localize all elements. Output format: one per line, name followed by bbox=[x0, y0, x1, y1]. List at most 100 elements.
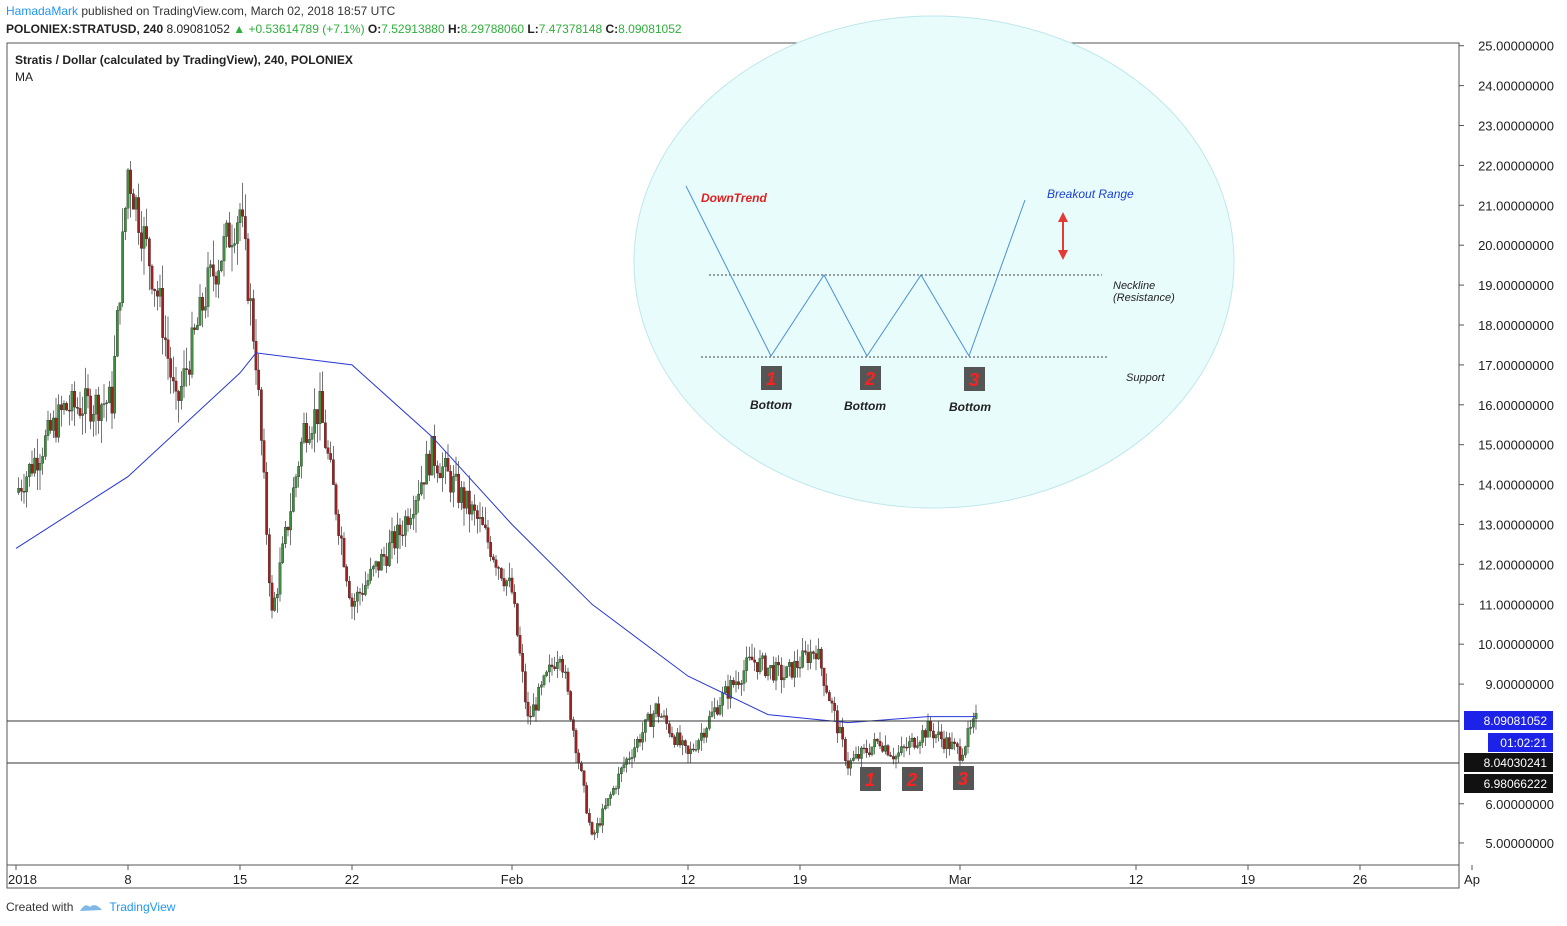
candle-body bbox=[969, 727, 973, 729]
candle-body bbox=[737, 681, 741, 685]
time-tick-label: 22 bbox=[345, 872, 359, 887]
time-tick-label: 15 bbox=[233, 872, 247, 887]
price-tick-label: 23.00000000 bbox=[1478, 119, 1554, 134]
tradingview-link[interactable]: TradingView bbox=[109, 900, 176, 914]
candle-body bbox=[257, 369, 261, 390]
candle-body bbox=[342, 538, 346, 567]
candle-body bbox=[806, 652, 810, 663]
candle-body bbox=[710, 711, 714, 717]
candle-body bbox=[606, 798, 610, 806]
candle-body bbox=[491, 556, 495, 560]
candle-body bbox=[819, 648, 823, 669]
candle-body bbox=[153, 289, 157, 291]
candle-body bbox=[289, 511, 293, 531]
candle-body bbox=[443, 458, 447, 467]
candle-body bbox=[371, 566, 375, 570]
candle-body bbox=[934, 734, 938, 739]
candle-body bbox=[43, 435, 47, 457]
candle-body bbox=[401, 534, 405, 537]
candle-body bbox=[755, 662, 759, 673]
candle-body bbox=[667, 723, 671, 734]
candle-body bbox=[305, 423, 309, 443]
candle-body bbox=[939, 731, 943, 740]
candle-body bbox=[163, 337, 167, 340]
candle-body bbox=[427, 453, 431, 476]
candle-body bbox=[833, 703, 837, 711]
candle-body bbox=[35, 457, 39, 471]
price-tick-label: 16.00000000 bbox=[1478, 398, 1554, 413]
candle-body bbox=[137, 197, 141, 233]
candle-body bbox=[497, 567, 501, 569]
candle-body bbox=[206, 267, 210, 307]
candle-body bbox=[366, 580, 370, 586]
candle-body bbox=[769, 665, 773, 669]
candle-body bbox=[27, 464, 31, 477]
price-tick-label: 5.00000000 bbox=[1485, 836, 1554, 851]
candle-body bbox=[531, 704, 535, 717]
candle-body bbox=[841, 727, 845, 740]
candle-body bbox=[489, 542, 493, 558]
candle-body bbox=[534, 704, 538, 711]
candle-body bbox=[859, 747, 863, 759]
candle-body bbox=[683, 740, 687, 746]
candle-body bbox=[627, 758, 631, 760]
candle-body bbox=[753, 659, 757, 663]
candle-body bbox=[49, 420, 53, 431]
candle-body bbox=[707, 716, 711, 729]
candle-body bbox=[526, 701, 530, 717]
candle-body bbox=[635, 739, 639, 748]
resistance-label: (Resistance) bbox=[1113, 292, 1175, 304]
candle-body bbox=[387, 542, 391, 566]
candle-body bbox=[633, 747, 637, 758]
candle-body bbox=[299, 441, 303, 467]
time-tick-label: 12 bbox=[681, 872, 695, 887]
author-link[interactable]: HamadaMark bbox=[6, 4, 79, 18]
candle-body bbox=[227, 222, 231, 248]
candle-body bbox=[803, 650, 807, 653]
time-tick-label: Mar bbox=[949, 872, 972, 887]
candle-body bbox=[686, 745, 690, 754]
candle-body bbox=[198, 297, 202, 326]
candle-body bbox=[395, 524, 399, 549]
candle-body bbox=[454, 473, 458, 477]
candle-body bbox=[25, 476, 29, 493]
candle-body bbox=[867, 752, 871, 755]
candle-body bbox=[518, 635, 522, 654]
candle-body bbox=[905, 746, 909, 749]
moving-average-line bbox=[15, 352, 976, 724]
price-axis[interactable]: 25.00000000 24.00000000 23.00000000 22.0000… bbox=[1459, 39, 1554, 851]
candle-body bbox=[601, 808, 605, 826]
candle-body bbox=[473, 504, 477, 511]
candle-body bbox=[406, 516, 410, 525]
last-price-label: 8.09081052 bbox=[1464, 711, 1553, 730]
candle-body bbox=[441, 466, 445, 478]
candle-body bbox=[897, 752, 901, 757]
downtrend-label: DownTrend bbox=[701, 191, 767, 205]
candle-body bbox=[211, 264, 215, 277]
candle-body bbox=[809, 651, 813, 663]
change-value: +0.53614789 (+7.1%) bbox=[248, 22, 365, 36]
candle-body bbox=[774, 662, 778, 681]
candle-body bbox=[825, 685, 829, 693]
candle-body bbox=[233, 243, 237, 246]
candle-body bbox=[166, 339, 170, 359]
candle-body bbox=[665, 715, 669, 724]
diagram-marker-number: 3 bbox=[969, 370, 979, 390]
candle-body bbox=[537, 687, 541, 711]
candle-body bbox=[721, 692, 725, 706]
candle-body bbox=[17, 488, 21, 493]
time-axis[interactable]: 2018 8 15 22 Feb 12 19 Mar 12 19 26 Ap bbox=[8, 865, 1480, 887]
candle-body bbox=[451, 476, 455, 493]
candle-body bbox=[625, 758, 629, 765]
price-tick-label: 19.00000000 bbox=[1478, 278, 1554, 293]
diagram-marker-3: 3 bbox=[964, 367, 985, 391]
candle-body bbox=[942, 738, 946, 749]
candle-body bbox=[587, 813, 591, 823]
candle-body bbox=[422, 482, 426, 485]
time-tick-label: 12 bbox=[1129, 872, 1143, 887]
candle-body bbox=[86, 388, 90, 397]
candle-body bbox=[99, 404, 103, 421]
low-label: L: bbox=[527, 22, 539, 36]
candles bbox=[17, 161, 978, 841]
